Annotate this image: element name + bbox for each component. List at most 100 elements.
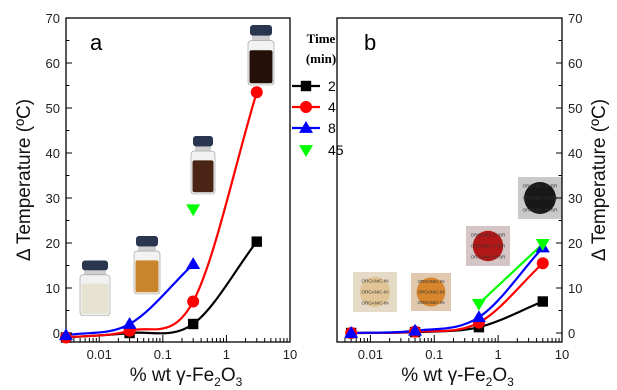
legend-marker-triangle-up: [299, 121, 313, 133]
y-tick-label: 0: [53, 326, 60, 341]
panel-label: b: [364, 30, 376, 55]
data-point-triangle-up: [408, 323, 423, 336]
sample-photo: ORGANIC HYBR ORGANIC HYBR ORGANIC HYBR: [518, 177, 562, 219]
legend-title: (min): [306, 51, 336, 66]
y-tick-label: 40: [46, 146, 60, 161]
legend-title: Time: [307, 31, 336, 46]
panel-label: a: [90, 30, 103, 55]
sample-print-label: ORGANIC-IN: [362, 290, 389, 295]
legend-label: 4: [328, 99, 336, 115]
vial-liquid: [192, 160, 214, 193]
vial-cap: [82, 260, 108, 271]
vial-neck: [138, 246, 156, 252]
vial-photo: [79, 260, 111, 316]
data-point-circle: [250, 86, 263, 99]
data-point-triangle-up: [471, 310, 486, 323]
y-tick-label: 70: [568, 11, 582, 26]
data-point-triangle-up: [59, 328, 73, 341]
x-tick-label: 0.1: [425, 347, 443, 362]
legend-marker-circle: [300, 101, 312, 113]
vial-neck: [252, 35, 270, 41]
data-point-circle: [187, 295, 200, 308]
x-tick-label: 1: [495, 347, 502, 362]
legend-label: 2: [328, 78, 336, 94]
y-tick-label: 50: [568, 101, 582, 116]
plot-frame: [65, 17, 291, 343]
data-point-triangle-down: [471, 298, 486, 311]
sample-disc: [472, 230, 504, 262]
y-tick-label: 0: [568, 326, 575, 341]
y-tick-label: 10: [568, 281, 582, 296]
legend-marker-triangle-down: [299, 145, 313, 157]
y-tick-label: 20: [46, 236, 60, 251]
data-point-square: [251, 236, 262, 247]
y-tick-label: 60: [568, 56, 582, 71]
x-tick-label: 0.1: [154, 347, 172, 362]
vial-photo: [133, 236, 161, 295]
vial-liquid: [81, 283, 109, 314]
sample-print-label: ORGANIC HYBR: [471, 244, 507, 249]
y-tick-label: 30: [46, 191, 60, 206]
sample-print-label: ORGANIC HYBR: [523, 207, 559, 212]
sample-print-label: ORGANIC HYBR: [471, 255, 507, 260]
x-tick-label: 10: [283, 347, 297, 362]
sample-print-label: ORGANIC HYBR: [523, 196, 559, 201]
sample-disc: [416, 277, 446, 307]
panel-b: ORGANIC-INORGANIC-INORGANIC-INORGANIC-IN…: [336, 11, 610, 389]
x-axis-title-subscript: 2: [214, 375, 221, 389]
sample-print-label: ORGANIC-IN: [418, 290, 445, 295]
x-axis-title: % wt γ-Fe2O3: [130, 365, 243, 389]
x-axis-title-subscript: 2: [486, 375, 493, 389]
x-axis-title-subscript: 3: [507, 375, 514, 389]
vial-liquid: [135, 260, 159, 293]
y-axis-title: Δ Temperature (ºC): [589, 99, 610, 261]
x-tick-label: 1: [223, 347, 230, 362]
data-point-circle: [536, 257, 549, 270]
x-axis-title-part: O: [221, 365, 236, 386]
sample-photo: ORGANIC-IN ORGANIC-IN ORGANIC-IN: [353, 272, 397, 312]
vial-photo: [190, 136, 216, 195]
sample-print-label: ORGANIC-IN: [418, 300, 445, 305]
vial-photo: [247, 25, 275, 86]
x-axis-title-subscript: 3: [236, 375, 243, 389]
series-line-triangle-down: [478, 243, 544, 305]
sample-print-label: ORGANIC HYBR: [523, 184, 559, 189]
sample-print-label: ORGANIC HYBR: [471, 232, 507, 237]
y-tick-label: 70: [46, 11, 60, 26]
series-line-circle: [65, 91, 258, 339]
data-point-triangle-up: [186, 257, 201, 270]
data-point-triangle-down: [535, 239, 550, 251]
data-point-triangle-up: [122, 317, 137, 329]
data-point-triangle-up: [344, 326, 359, 338]
data-point-square: [537, 296, 548, 307]
series-line-triangle-up: [351, 246, 544, 335]
data-point-triangle-down: [186, 204, 201, 217]
sample-disc: [524, 182, 556, 214]
vial-cap: [250, 25, 272, 36]
sample-print-label: ORGANIC-IN: [418, 279, 445, 284]
legend-marker-square: [300, 80, 312, 92]
y-tick-label: 30: [568, 191, 582, 206]
sample-photo: ORGANIC-IN ORGANIC-IN ORGANIC-IN: [411, 273, 451, 311]
legend-label: 45: [328, 142, 344, 158]
sample-print-label: ORGANIC-IN: [362, 301, 389, 306]
x-tick-label: 0.01: [358, 347, 383, 362]
y-tick-label: 20: [568, 236, 582, 251]
data-point-square: [187, 318, 199, 330]
plot-frame: [336, 17, 563, 343]
x-axis-title: % wt γ-Fe2O3: [401, 365, 514, 389]
x-axis-title-part: O: [492, 365, 507, 386]
x-axis-title-part: % wt γ-Fe: [130, 365, 214, 386]
legend-label: 8: [328, 120, 336, 136]
vial-cap: [193, 136, 213, 147]
y-tick-label: 40: [568, 146, 582, 161]
y-axis-title: Δ Temperature (ºC): [14, 99, 35, 261]
vial-cap: [136, 236, 158, 247]
x-tick-label: 0.01: [87, 347, 112, 362]
x-tick-label: 10: [555, 347, 569, 362]
y-tick-label: 10: [46, 281, 60, 296]
sample-print-label: ORGANIC-IN: [362, 278, 389, 283]
legend: Time (min) 2 4 8 45: [292, 31, 344, 158]
